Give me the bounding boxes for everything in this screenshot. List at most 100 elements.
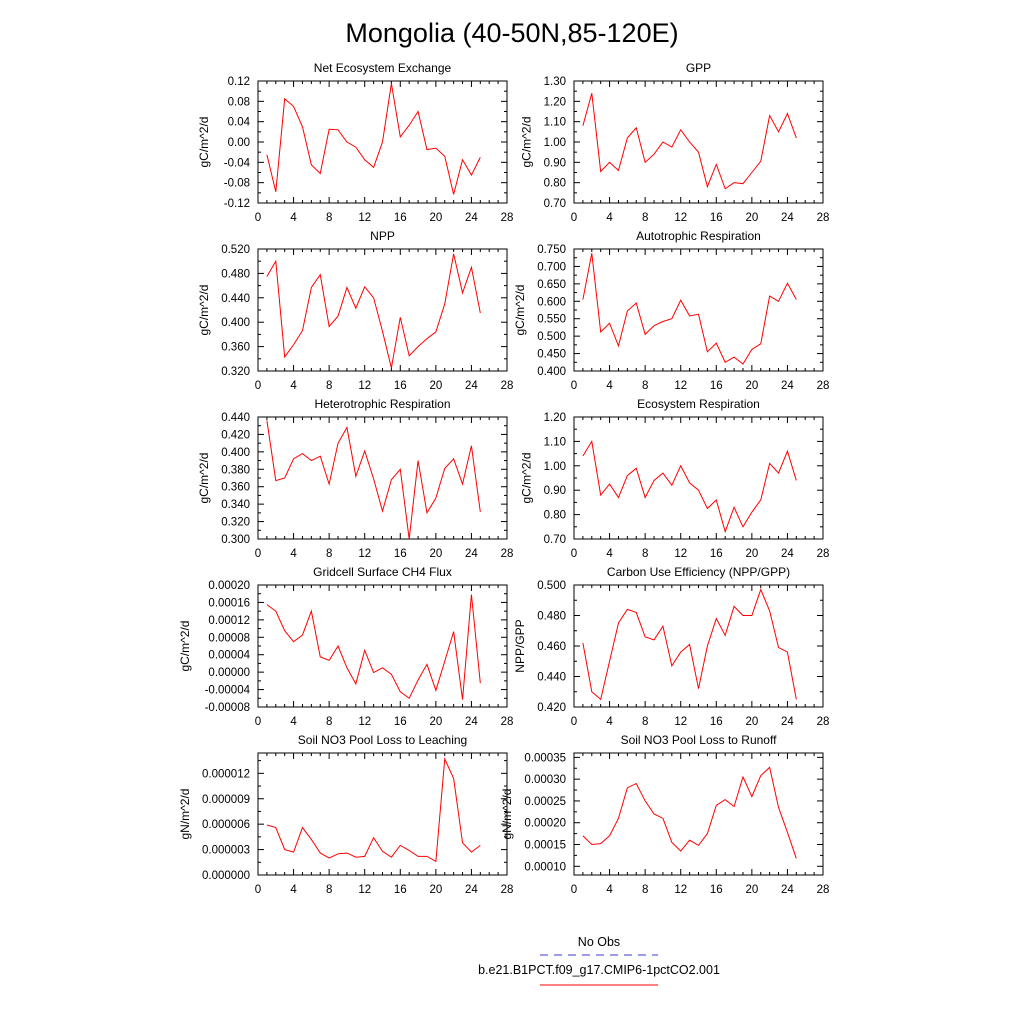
x-tick-label: 24 [465,548,478,560]
x-tick-label: 16 [394,212,407,224]
x-tick-label: 24 [781,548,794,560]
y-tick-label: 0.700 [537,261,566,273]
y-tick-label: 1.10 [544,117,566,129]
y-tick-label: 0.320 [221,366,250,378]
y-tick-label: 0.00010 [524,861,566,873]
y-tick-label: 0.08 [228,96,250,108]
series-line [266,83,481,195]
y-tick-label: 0.420 [537,702,566,714]
series-line [266,253,481,369]
x-tick-label: 16 [394,548,407,560]
y-tick-label: 0.420 [221,429,250,441]
series-line [266,420,481,540]
x-tick-label: 12 [358,380,371,392]
x-tick-label: 0 [571,884,577,896]
x-tick-label: 8 [326,716,332,728]
x-tick-label: 0 [571,212,577,224]
x-tick-label: 12 [674,548,687,560]
y-axis-label: gC/m^2/d [197,285,211,336]
panel-carbon-use-efficiency-npp-gpp: 0 4 8 12 16 20 24 28 0.420 0.440 0.460 0.480 0.500 Ca… [513,565,829,728]
figure-title: Mongolia (40-50N,85-120E) [345,18,678,48]
x-tick-label: 20 [745,884,758,896]
y-tick-label: 0.520 [221,244,250,256]
x-tick-label: 16 [394,884,407,896]
x-tick-label: 8 [642,212,648,224]
x-tick-label: 4 [290,380,297,392]
panel-title: NPP [370,229,395,243]
x-tick-label: 20 [429,212,442,224]
y-tick-label: 0.80 [544,510,566,522]
y-tick-label: 0.400 [537,366,566,378]
plot-frame [573,248,824,372]
x-tick-label: 8 [642,548,648,560]
x-tick-label: 24 [465,884,478,896]
x-tick-label: 12 [674,212,687,224]
x-tick-label: 12 [674,380,687,392]
x-tick-label: 0 [255,716,261,728]
y-tick-label: 0.00 [228,137,250,149]
x-tick-label: 4 [606,212,613,224]
x-tick-label: 12 [674,716,687,728]
y-tick-label: 0.480 [537,611,566,623]
y-tick-label: 0.340 [221,499,250,511]
x-tick-label: 20 [745,548,758,560]
x-tick-label: 8 [642,884,648,896]
y-tick-label: 0.550 [537,314,566,326]
y-tick-label: 0.000006 [202,819,250,831]
y-tick-label: 0.000000 [202,870,250,882]
y-tick-label: 0.440 [221,293,250,305]
panel-autotrophic-respiration: 0 4 8 12 16 20 24 28 0.400 0.450 0.500 0.550 0.600 0.… [513,229,829,392]
x-tick-label: 20 [745,716,758,728]
x-tick-label: 24 [781,212,794,224]
panel-title: Heterotrophic Respiration [314,397,450,411]
y-tick-label: 0.000009 [202,794,250,806]
x-tick-label: 28 [817,548,830,560]
y-tick-label: 0.00035 [524,752,566,764]
x-tick-label: 8 [326,884,332,896]
x-tick-label: 16 [394,716,407,728]
y-axis-label: NPP/GPP [513,619,527,672]
series-line [582,588,797,701]
plot-frame [257,416,508,540]
panel-title: Carbon Use Efficiency (NPP/GPP) [607,565,790,579]
x-tick-label: 20 [429,884,442,896]
y-tick-label: 0.360 [221,342,250,354]
legend: No Obs b.e21.B1PCT.f09_g17.CMIP6-1pctCO2… [478,935,720,986]
plot-frame [257,248,508,372]
y-tick-label: 0.00030 [524,774,566,786]
x-tick-label: 20 [429,548,442,560]
x-tick-label: 8 [326,212,332,224]
y-tick-label: 0.300 [221,534,250,546]
x-tick-label: 0 [571,380,577,392]
y-tick-label: 1.30 [544,76,566,88]
panel-soil-no3-pool-loss-to-runoff: 0 4 8 12 16 20 24 28 0.00010 0.00015 0.00020 0.0002… [500,733,829,896]
y-tick-label: 0.480 [221,268,250,280]
legend-label-model-run: b.e21.B1PCT.f09_g17.CMIP6-1pctCO2.001 [478,963,720,977]
x-tick-label: 12 [358,884,371,896]
y-tick-label: 1.00 [544,461,566,473]
x-tick-label: 20 [429,716,442,728]
panels-container: 0 4 8 12 16 20 24 28 -0.12 -0.08 -0.04 0.00 0.04 0.08… [178,61,830,896]
y-tick-label: 0.440 [221,412,250,424]
y-axis-label: gC/m^2/d [519,117,533,168]
y-tick-label: 0.00020 [208,580,250,592]
y-tick-label: 1.10 [544,436,566,448]
x-tick-label: 0 [571,716,577,728]
y-axis-label: gC/m^2/d [519,453,533,504]
x-tick-label: 16 [710,380,723,392]
y-axis-label: gC/m^2/d [197,453,211,504]
y-axis-label: gN/m^2/d [178,789,192,840]
series-line [582,766,797,859]
x-tick-label: 28 [501,548,514,560]
y-tick-label: 0.380 [221,464,250,476]
y-tick-label: 0.00016 [208,597,250,609]
y-tick-label: 0.440 [537,672,566,684]
plot-frame [257,584,508,708]
x-tick-label: 0 [255,380,261,392]
y-tick-label: 0.12 [228,76,250,88]
y-tick-label: 0.90 [544,157,566,169]
x-tick-label: 4 [606,548,613,560]
y-tick-label: -0.00004 [205,685,251,697]
x-tick-label: 12 [674,884,687,896]
